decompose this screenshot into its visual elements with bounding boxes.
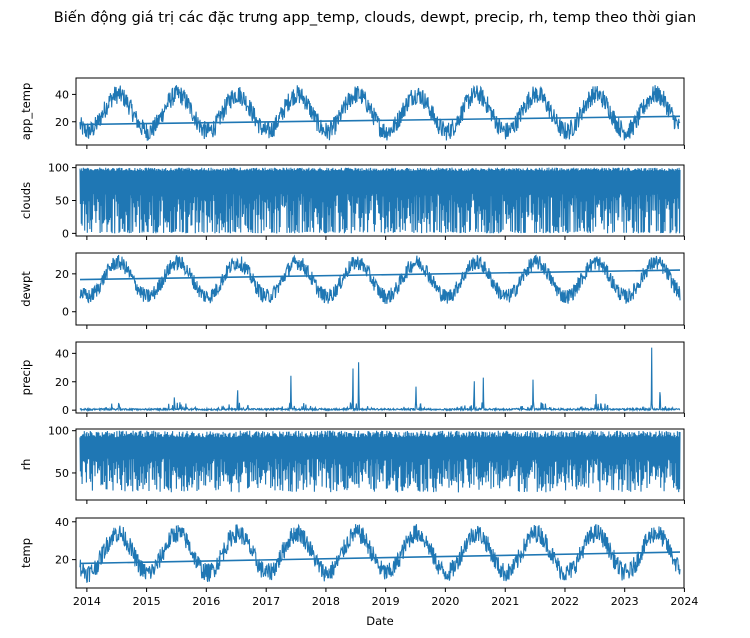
trend-line-app_temp bbox=[79, 115, 681, 126]
ylabel-app_temp: app_temp bbox=[19, 83, 33, 140]
ytick-label: 0 bbox=[62, 227, 69, 240]
xtick-label: 2016 bbox=[192, 595, 220, 608]
ytick-label: 20 bbox=[55, 554, 69, 567]
ylabel-rh: rh bbox=[19, 459, 33, 471]
ytick-label: 40 bbox=[55, 88, 69, 101]
xtick-label: 2021 bbox=[491, 595, 519, 608]
ylabel-precip: precip bbox=[19, 360, 33, 396]
series-line-rh bbox=[79, 430, 681, 493]
axes-frame-app_temp bbox=[75, 77, 685, 146]
xtick-label: 2015 bbox=[133, 595, 161, 608]
xtick-label: 2017 bbox=[252, 595, 280, 608]
trend-line-temp bbox=[79, 551, 681, 565]
series-line-clouds bbox=[79, 167, 681, 234]
trend-line-dewpt bbox=[79, 269, 681, 281]
axes-frame-rh bbox=[75, 428, 685, 501]
xtick-label: 2024 bbox=[670, 595, 698, 608]
ytick-label: 40 bbox=[55, 347, 69, 360]
axes-frame-temp bbox=[75, 517, 685, 589]
ylabel-dewpt: dewpt bbox=[19, 271, 33, 307]
xtick-label: 2014 bbox=[73, 595, 101, 608]
xtick-label: 2019 bbox=[372, 595, 400, 608]
xtick-label: 2018 bbox=[312, 595, 340, 608]
xlabel: Date bbox=[366, 614, 394, 628]
series-line-precip bbox=[79, 347, 681, 413]
xtick-label: 2020 bbox=[431, 595, 459, 608]
axes-frame-dewpt bbox=[75, 252, 685, 326]
series-line-temp bbox=[79, 523, 681, 584]
series-line-dewpt bbox=[79, 254, 681, 304]
ytick-label: 20 bbox=[55, 116, 69, 129]
ylabel-clouds: clouds bbox=[19, 182, 33, 219]
ylabel-temp: temp bbox=[19, 538, 33, 568]
ytick-label: 0 bbox=[62, 306, 69, 319]
ytick-label: 20 bbox=[55, 268, 69, 281]
xtick-label: 2023 bbox=[611, 595, 639, 608]
series-line-app_temp bbox=[79, 84, 681, 141]
axes-frame-precip bbox=[75, 341, 685, 414]
ytick-label: 40 bbox=[55, 516, 69, 529]
ytick-label: 50 bbox=[55, 195, 69, 208]
ytick-label: 0 bbox=[62, 404, 69, 417]
ytick-label: 20 bbox=[55, 376, 69, 389]
ytick-label: 50 bbox=[55, 467, 69, 480]
xtick-label: 2022 bbox=[551, 595, 579, 608]
ytick-label: 100 bbox=[48, 162, 69, 175]
figure-title: Biến động giá trị các đặc trưng app_temp… bbox=[53, 10, 697, 26]
ytick-label: 100 bbox=[48, 425, 69, 438]
